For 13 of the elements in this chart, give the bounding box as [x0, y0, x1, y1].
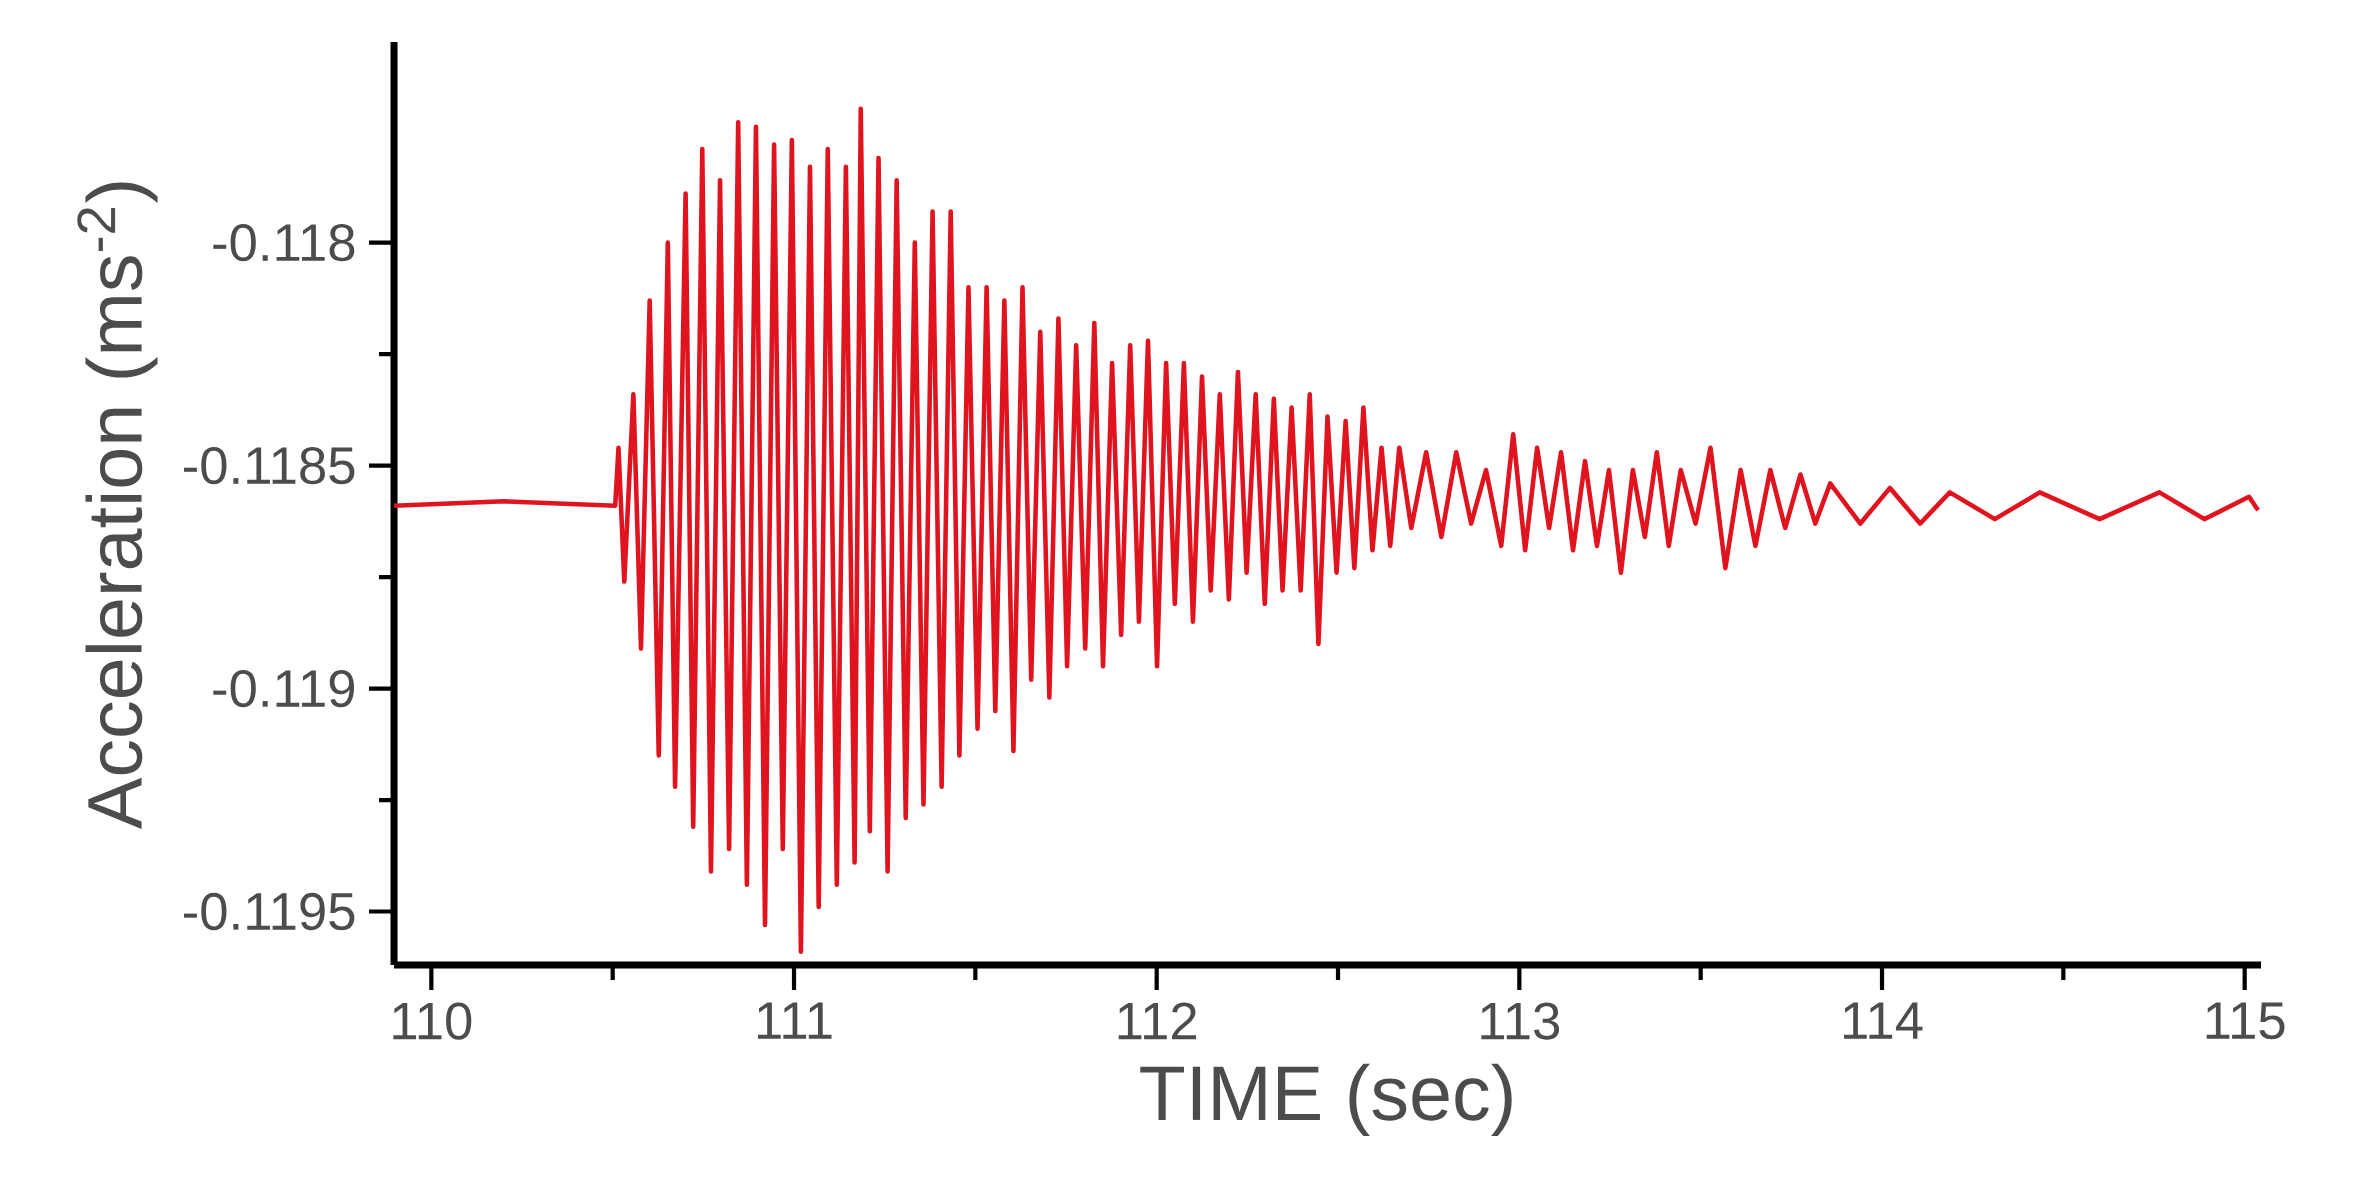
x-tick-label: 115	[2206, 1002, 2285, 1040]
x-tick-label: 110	[393, 1002, 472, 1040]
x-tick-label: 113	[1481, 1002, 1560, 1040]
y-tick-label: -0.118	[213, 223, 355, 262]
line-series	[391, 106, 2261, 954]
y-tick-label: -0.1185	[184, 446, 355, 485]
y-tick-label: -0.1195	[184, 892, 355, 931]
x-tick-label: 114	[1844, 1002, 1923, 1039]
x-axis-title: TIME (sec)	[1140, 1063, 1512, 1136]
y-axis-title: Acceleration (ms$^{-2}$)	[77, 182, 158, 830]
x-tick-label: 111	[757, 1002, 832, 1039]
y-tick-label: -0.119	[213, 669, 355, 708]
x-tick-label: 112	[1118, 1002, 1197, 1040]
